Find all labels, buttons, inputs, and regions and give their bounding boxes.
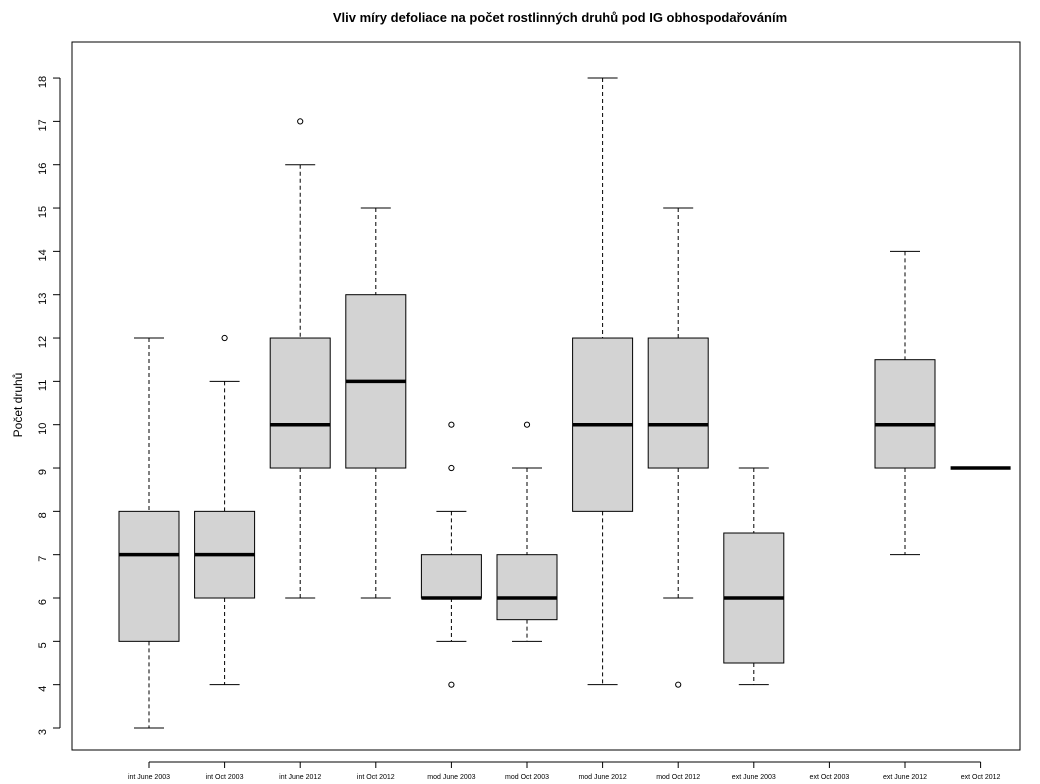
box-int-june-2003 (118, 337, 180, 729)
box-mod-oct-2003 (496, 421, 558, 642)
y-tick-label: 9 (37, 469, 49, 475)
y-tick-label: 7 (37, 556, 49, 562)
x-tick-label: int Oct 2012 (357, 774, 395, 781)
outlier-point (523, 421, 531, 428)
y-tick-label: 5 (37, 642, 49, 648)
chart-title: Vliv míry defoliace na počet rostlinných… (333, 10, 787, 25)
y-tick-label: 15 (37, 206, 49, 218)
x-axis: int June 2003 int Oct 2003 int June 2012 in… (128, 761, 1001, 781)
x-tick-label: ext Oct 2003 (810, 774, 850, 781)
x-tick-label: mod June 2012 (578, 774, 626, 781)
y-tick-label: 17 (37, 119, 49, 131)
y-tick-label: 14 (37, 249, 49, 261)
box-int-june-2012 (269, 118, 331, 599)
y-axis-label: Počet druhů (11, 373, 25, 438)
x-tick-label: mod Oct 2012 (656, 774, 700, 781)
box-ext-june-2003 (723, 467, 785, 686)
outlier-point (448, 421, 455, 428)
x-tick-label: ext Oct 2012 (961, 774, 1001, 781)
x-tick-label: int Oct 2003 (206, 774, 244, 781)
outlier-point (221, 334, 228, 342)
y-tick-label: 11 (37, 380, 49, 391)
x-tick-label: ext June 2003 (732, 774, 776, 781)
y-tick-label: 13 (37, 293, 49, 305)
box-body (647, 337, 709, 469)
x-tick-label: mod June 2003 (427, 774, 475, 781)
box-int-oct-2003 (194, 334, 256, 686)
y-tick-label: 12 (37, 336, 49, 348)
y-tick-label: 8 (37, 512, 49, 518)
y-axis: 3 4 5 6 7 8 9 10 11 12 13 14 15 16 17 18 (37, 76, 61, 735)
box-int-oct-2012 (345, 207, 407, 599)
outlier-point (297, 118, 304, 125)
x-tick-label: int June 2012 (279, 774, 321, 781)
box-mod-oct-2012 (647, 207, 709, 688)
box-body (118, 510, 180, 642)
box-mod-june-2012 (572, 77, 634, 686)
box-body (874, 359, 936, 469)
y-tick-label: 18 (37, 76, 49, 88)
outlier-point (675, 681, 682, 688)
x-tick-label: ext June 2012 (883, 774, 927, 781)
boxes-group (118, 77, 1011, 729)
box-mod-june-2003 (420, 421, 482, 688)
box-body (496, 554, 558, 621)
outlier-point (448, 681, 455, 688)
box-body (420, 554, 482, 599)
x-tick-label: int June 2003 (128, 774, 170, 781)
box-body (269, 337, 331, 469)
y-tick-label: 3 (37, 729, 49, 735)
y-tick-label: 6 (37, 599, 49, 605)
plot-frame (71, 41, 1021, 751)
outlier-point (448, 464, 455, 472)
x-tick-label: mod Oct 2003 (505, 774, 549, 781)
y-tick-label: 4 (37, 686, 49, 692)
y-tick-label: 10 (37, 423, 49, 435)
y-tick-label: 16 (37, 163, 49, 175)
box-ext-june-2012 (874, 250, 936, 556)
